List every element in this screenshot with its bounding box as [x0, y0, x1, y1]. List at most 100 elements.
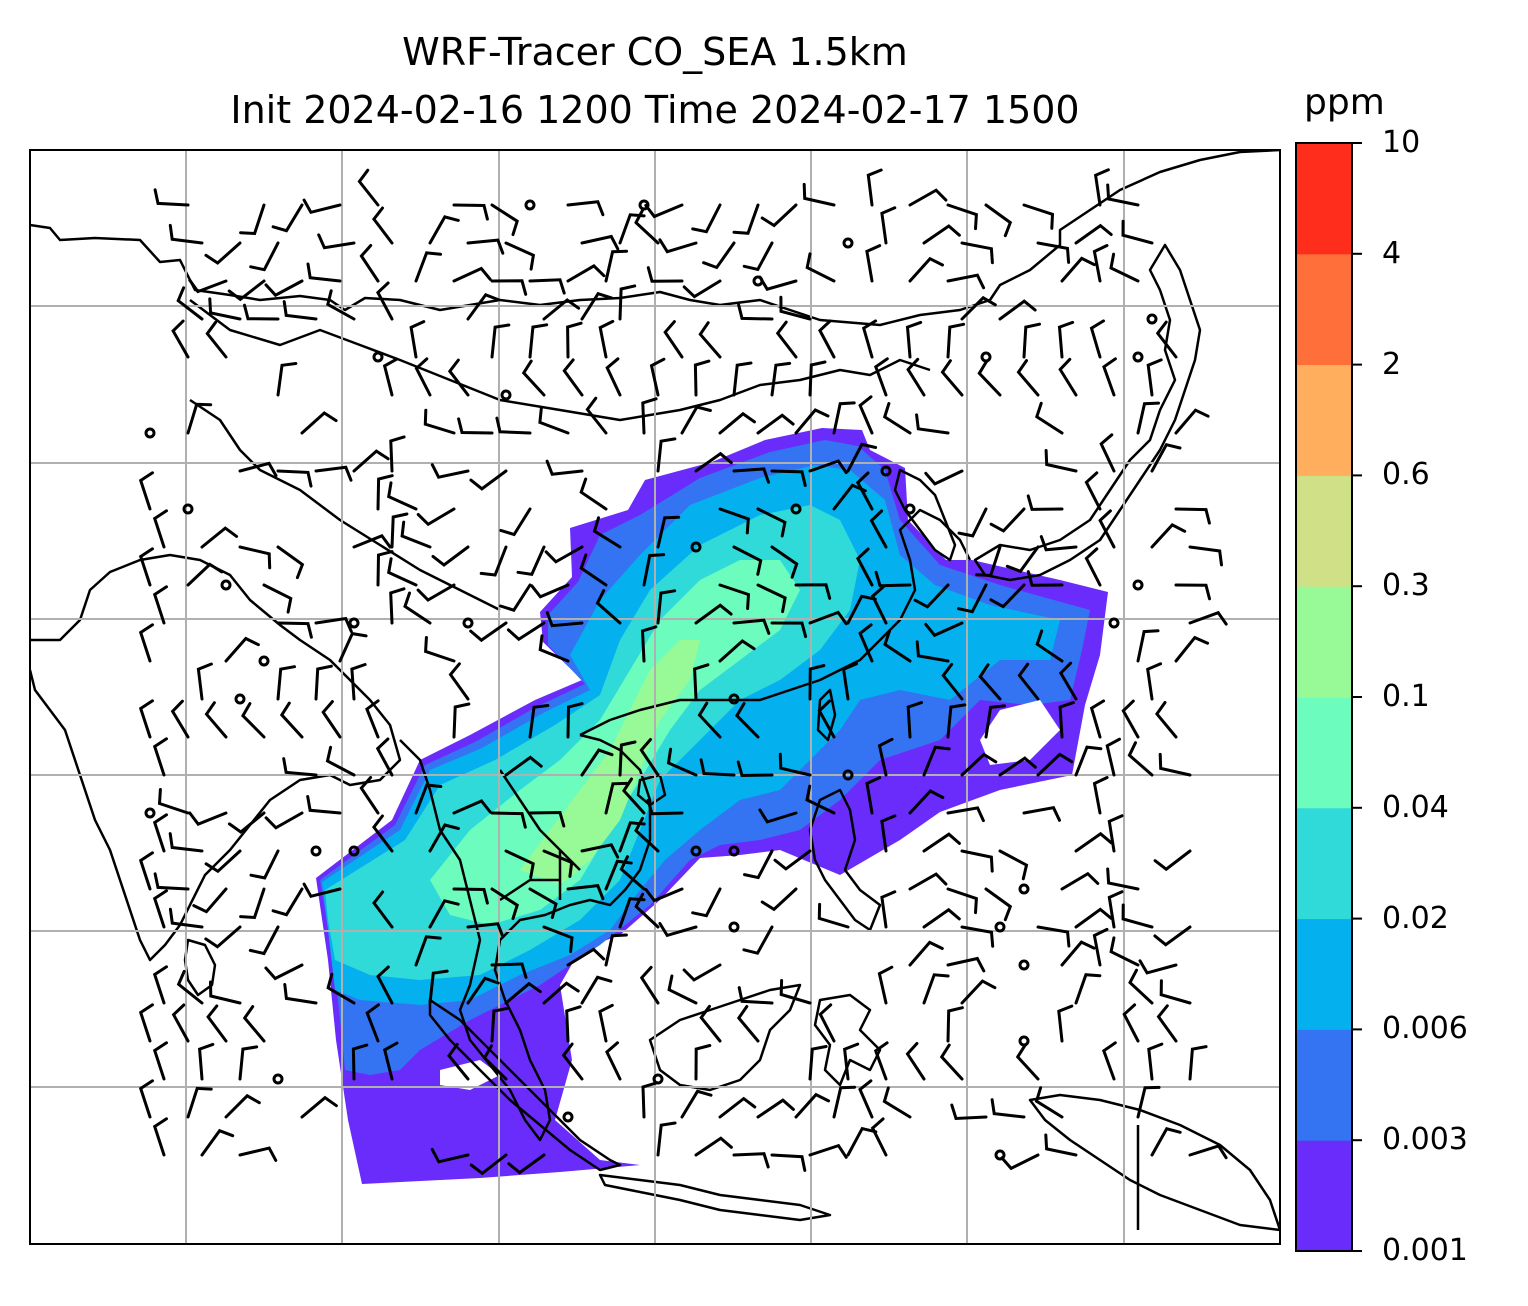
wind-barb — [206, 1004, 228, 1043]
wind-barb — [306, 795, 342, 815]
wind-barb — [873, 1041, 889, 1081]
wind-barb — [908, 188, 948, 207]
wind-barb — [922, 973, 950, 1005]
wind-barb — [1058, 357, 1078, 397]
wind-barb — [861, 319, 878, 359]
calm-wind-marker — [728, 693, 740, 705]
wind-barb — [466, 922, 505, 939]
wind-barb — [1022, 203, 1055, 230]
wind-barb — [694, 451, 733, 473]
wind-barb — [699, 758, 736, 777]
wind-barb — [1109, 936, 1140, 967]
wind-barb — [946, 1006, 964, 1043]
wind-barb — [580, 291, 613, 321]
wind-barb — [431, 545, 470, 567]
wind-barb — [1060, 940, 1096, 967]
colorbar-band-9 — [1296, 143, 1352, 255]
wind-barb — [718, 583, 751, 610]
wind-barb — [1016, 359, 1040, 397]
wind-barb — [376, 965, 394, 1005]
wind-barb — [957, 583, 988, 614]
wind-barb — [858, 395, 874, 435]
wind-barb — [736, 760, 774, 778]
wind-barb — [542, 925, 574, 954]
wind-barb — [1057, 320, 1075, 359]
wind-barb — [192, 887, 228, 914]
wind-barb — [389, 587, 406, 625]
wind-barb — [946, 322, 966, 359]
wind-barb — [264, 963, 304, 981]
wind-barb — [950, 1103, 988, 1121]
colorbar-tick-label: 0.001 — [1382, 1233, 1468, 1268]
wind-barb — [276, 469, 313, 488]
wind-barb — [644, 887, 684, 903]
colorbar-unit-label: ppm — [1304, 82, 1385, 123]
wind-barb — [939, 1043, 964, 1081]
wind-barb — [865, 244, 882, 283]
wind-barb — [314, 664, 333, 701]
wind-barb — [585, 396, 608, 435]
wind-barb — [186, 562, 224, 587]
colorbar-tick-label: 0.006 — [1382, 1011, 1468, 1047]
wind-barb — [276, 545, 305, 580]
wind-barb — [1146, 662, 1163, 701]
wind-barb — [372, 814, 394, 853]
wind-barb — [639, 965, 660, 1005]
wind-barb — [271, 203, 304, 233]
wind-barb — [302, 882, 342, 899]
wind-barb — [506, 621, 546, 642]
wind-barb — [915, 640, 950, 663]
wind-barb — [1060, 871, 1100, 891]
wind-barb — [423, 408, 456, 435]
wind-barb — [1039, 535, 1078, 552]
wind-barb — [656, 515, 681, 549]
wind-barb — [138, 1079, 154, 1119]
wind-barb — [457, 417, 494, 435]
wind-barb — [205, 320, 228, 359]
wind-barb — [1084, 471, 1102, 511]
wind-barb — [1138, 959, 1178, 975]
wind-barb — [1089, 699, 1106, 739]
colorbar-tick-label: 0.6 — [1382, 457, 1430, 493]
wind-barb — [874, 570, 912, 588]
wind-barb — [618, 284, 637, 321]
colorbar-tick-label: 0.003 — [1382, 1122, 1468, 1158]
colorbar-tick-label: 0.04 — [1382, 789, 1449, 825]
wind-barb — [1102, 357, 1117, 397]
wind-barb — [1044, 1133, 1078, 1157]
wind-barb — [1084, 547, 1102, 587]
wind-barb — [566, 883, 605, 901]
wind-barb — [817, 699, 836, 739]
wind-barb — [702, 241, 736, 270]
wind-barb — [224, 1093, 261, 1119]
wind-barb — [138, 1003, 154, 1043]
wind-barb — [1106, 867, 1140, 891]
wind-barb — [579, 477, 608, 511]
wind-barb — [634, 208, 660, 245]
wind-barb — [545, 611, 584, 628]
colorbar-tick-label: 4 — [1382, 235, 1402, 271]
coastline-indochina — [399, 733, 652, 1142]
calm-wind-marker — [728, 845, 740, 857]
wind-barb — [905, 1042, 926, 1081]
wind-barb — [1058, 701, 1075, 739]
wind-barb — [846, 594, 877, 625]
wind-barb — [1106, 183, 1140, 207]
wind-barb — [452, 266, 492, 283]
wind-barb — [984, 887, 1013, 922]
coastline-japan — [973, 243, 1202, 582]
wind-barb — [490, 887, 519, 921]
wind-barb — [808, 1143, 848, 1159]
wind-barb — [905, 320, 923, 359]
wind-barb — [375, 737, 394, 777]
calm-wind-marker — [144, 807, 156, 819]
calm-wind-marker — [880, 465, 892, 477]
wind-barb — [984, 704, 1006, 739]
wind-barb — [428, 969, 449, 1005]
wind-barb — [604, 859, 633, 891]
wind-barb — [351, 1043, 369, 1081]
wind-barb — [264, 279, 304, 298]
wind-barb — [414, 357, 432, 397]
wind-barb — [882, 402, 912, 435]
wind-barb — [282, 757, 318, 777]
